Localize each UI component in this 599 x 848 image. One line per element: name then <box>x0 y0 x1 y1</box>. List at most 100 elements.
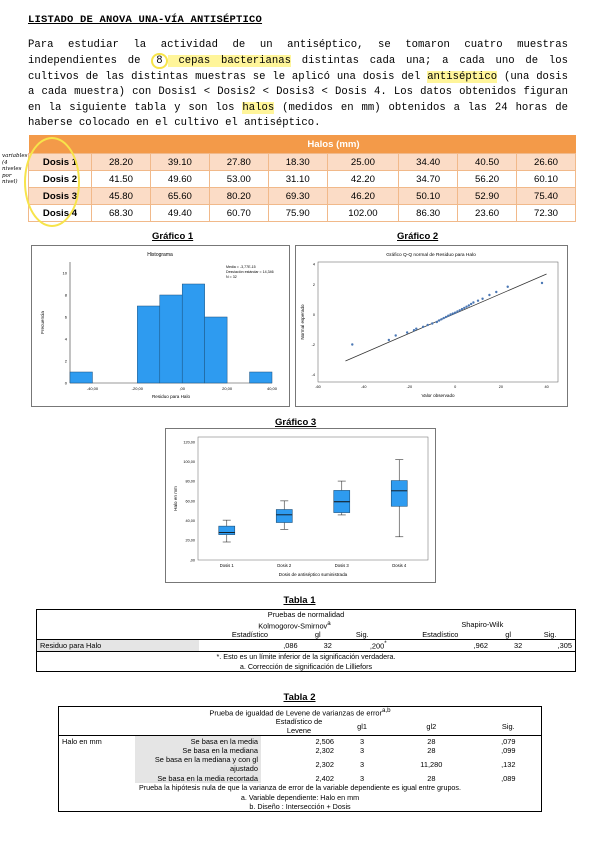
levene-var-label <box>58 755 135 774</box>
qq-title: Gráfico Q-Q normal de Residuo para Halo <box>386 252 476 258</box>
levene-note-2: a. Variable dependiente: Halo en mm <box>58 792 542 802</box>
boxplot-ytick: 100,00 <box>183 460 195 464</box>
qq-xtick: 40 <box>544 385 548 389</box>
levene-value: 28 <box>427 746 436 756</box>
qq-point <box>465 305 468 308</box>
qq-point <box>467 304 471 307</box>
levene-title-sup: a,b <box>382 707 391 714</box>
intro-text-3: (una dosis a cada muestra) con Dosis1 < … <box>28 70 568 114</box>
qq-point <box>435 320 439 324</box>
grafico1-caption: Gráfico 1 <box>152 231 194 242</box>
qq-xtick: -20 <box>407 385 413 389</box>
qq-ytick: 0 <box>313 313 315 317</box>
halos-table: Halos (mm) Dosis 1 28.20 39.10 27.80 18.30 25… <box>28 135 576 222</box>
levene-stat-header: Estadístico de Levene <box>261 717 337 737</box>
hist-bar <box>181 283 205 384</box>
halo-value: 40.50 <box>457 153 517 171</box>
ks-sup: a <box>327 619 331 627</box>
levene-value: ,079 <box>475 735 542 746</box>
intro-text-2: distintas cada una; a cada uno de los cu… <box>28 55 568 83</box>
halo-value: 26.60 <box>516 153 576 171</box>
hist-xtick: 40,00 <box>267 386 278 391</box>
levene-col-header: Sig. <box>475 717 542 737</box>
levene-col-header: gl1 <box>337 717 388 737</box>
halo-value: 75.90 <box>267 204 328 222</box>
halo-value: 34.70 <box>398 170 459 188</box>
normality-table: Pruebas de normalidad Kolmogorov-Smirnov… <box>36 609 577 672</box>
levene-value: 2,302 <box>315 759 335 769</box>
hist-bar <box>204 316 228 384</box>
hist-legend-line: Desviación estándar = 14,346 <box>226 270 274 274</box>
qq-point <box>442 316 445 320</box>
normality-col-header: Sig. <box>334 629 390 641</box>
halo-value: 53.00 <box>208 170 269 188</box>
levene-value: 3 <box>359 759 365 769</box>
qq-point <box>481 297 484 300</box>
normality-title: Pruebas de normalidad <box>36 609 576 620</box>
ks-sig-value: ,200 <box>369 641 385 651</box>
halo-value: 75.40 <box>516 187 576 205</box>
halo-value: 86.30 <box>398 204 459 222</box>
qq-point <box>444 315 448 319</box>
hist-ytick: 8 <box>65 293 68 298</box>
qq-point <box>463 306 466 310</box>
qq-panel: Gráfico Q-Q normal de Residuo para Halo -… <box>295 245 568 407</box>
halo-value: 102.00 <box>326 204 400 222</box>
highlight-circle <box>24 137 80 227</box>
qq-point <box>451 312 455 315</box>
halo-value: 49.40 <box>149 204 210 222</box>
halo-value: 34.40 <box>398 153 459 171</box>
hist-ytick: 2 <box>65 359 68 364</box>
normality-col-header: Sig. <box>525 629 577 641</box>
qq-point <box>540 281 544 285</box>
halos-row: Dosis 1 28.20 39.10 27.80 18.30 25.00 34.40 40.… <box>28 153 576 171</box>
intro-text-1: Para estudiar la actividad de un antisép… <box>28 39 568 68</box>
halo-value: 42.20 <box>326 170 400 188</box>
qq-ytick: -2 <box>312 343 315 347</box>
highlighted-antiseptico: antiséptico <box>427 70 498 83</box>
boxplot-xtick: Dosis 4 <box>392 563 407 568</box>
levene-row-label: Se basa en la media <box>135 735 261 746</box>
boxplot-xlabel: Dosis de antiséptico suministrada <box>279 572 348 577</box>
qq-ytick: 2 <box>313 283 315 287</box>
levene-value: ,089 <box>475 773 542 783</box>
qq-point <box>460 307 464 311</box>
qq-point <box>495 290 498 294</box>
halo-value: 80.20 <box>208 187 269 205</box>
levene-value: ,132 <box>475 755 542 774</box>
halo-value: 39.10 <box>149 153 210 171</box>
hist-bar <box>159 294 183 384</box>
hist-ytick: 0 <box>65 381 68 386</box>
qq-xtick: 0 <box>454 385 456 389</box>
qq-point <box>394 334 397 337</box>
qq-point <box>476 299 480 302</box>
qq-point <box>421 325 425 328</box>
levene-value: 2,506 <box>315 736 335 746</box>
halo-value: 65.60 <box>149 187 210 205</box>
normality-value: ,962 <box>389 639 491 652</box>
normality-value: ,200* <box>334 639 390 652</box>
levene-note-1: Prueba la hipótesis nula de que la varia… <box>58 782 542 793</box>
highlighted-halos: halos <box>242 101 275 114</box>
levene-row: Se basa en la mediana 2,302 3 28 ,099 <box>58 745 542 756</box>
hist-xtick: ,00 <box>179 386 185 391</box>
qq-xlabel: Valor observado <box>421 393 455 398</box>
halo-value: 18.30 <box>267 153 328 171</box>
qq-chart: Gráfico Q-Q normal de Residuo para Halo -… <box>300 252 559 398</box>
qq-point <box>426 323 429 327</box>
levene-row-label: Se basa en la mediana <box>135 745 261 756</box>
residual-row-label: Residuo para Halo <box>36 639 200 652</box>
levene-note-3: b. Diseño : Intersección + Dosis <box>58 801 542 813</box>
boxplot-box <box>333 480 351 516</box>
normality-note-1: *. Esto es un límite inferior de la sign… <box>36 651 576 662</box>
hist-legend-line: Media = -3,77E-15 <box>226 265 256 269</box>
levene-var-label <box>58 745 135 756</box>
boxplot-ytick: 60,00 <box>185 499 195 503</box>
normality-value: ,086 <box>199 639 301 652</box>
halo-value: 45.80 <box>91 187 151 205</box>
qq-point <box>449 313 452 316</box>
ks-label: Kolmogorov-Smirnov <box>258 620 328 630</box>
boxplot-ytick: 40,00 <box>185 519 195 523</box>
boxplot-ytick: 20,00 <box>185 539 195 543</box>
